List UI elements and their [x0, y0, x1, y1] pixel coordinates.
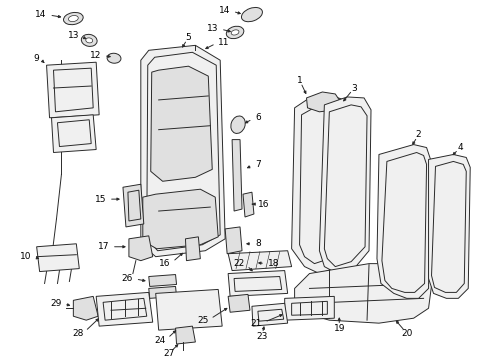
Ellipse shape — [85, 38, 93, 43]
Text: 27: 27 — [163, 350, 174, 359]
Ellipse shape — [241, 8, 262, 22]
Text: 24: 24 — [154, 336, 165, 345]
Text: 25: 25 — [197, 316, 208, 325]
Text: 17: 17 — [98, 242, 109, 251]
Polygon shape — [291, 95, 353, 274]
Text: 26: 26 — [121, 274, 133, 283]
Text: 28: 28 — [72, 329, 83, 338]
Text: 13: 13 — [68, 31, 79, 40]
Polygon shape — [46, 62, 99, 118]
Ellipse shape — [68, 15, 78, 22]
Polygon shape — [306, 92, 341, 112]
Text: 16: 16 — [257, 199, 269, 208]
Polygon shape — [155, 289, 222, 330]
Polygon shape — [37, 244, 79, 271]
Text: 16: 16 — [159, 259, 170, 268]
Text: 21: 21 — [250, 319, 262, 328]
Text: 11: 11 — [218, 38, 229, 47]
Text: 2: 2 — [415, 130, 421, 139]
Text: 12: 12 — [90, 51, 101, 60]
Polygon shape — [228, 294, 249, 312]
Text: 18: 18 — [267, 259, 279, 268]
Polygon shape — [376, 145, 429, 298]
Text: 10: 10 — [20, 252, 32, 261]
Text: 14: 14 — [218, 6, 230, 15]
Text: 15: 15 — [94, 195, 106, 204]
Ellipse shape — [63, 13, 83, 25]
Polygon shape — [251, 303, 287, 326]
Polygon shape — [228, 271, 287, 296]
Polygon shape — [148, 287, 176, 298]
Text: 29: 29 — [50, 299, 61, 308]
Text: 20: 20 — [400, 329, 411, 338]
Polygon shape — [294, 264, 433, 323]
Polygon shape — [73, 296, 98, 320]
Text: 13: 13 — [206, 24, 218, 33]
Ellipse shape — [231, 30, 239, 35]
Polygon shape — [175, 326, 195, 344]
Text: 4: 4 — [457, 143, 462, 152]
Ellipse shape — [107, 53, 121, 63]
Text: 1: 1 — [296, 76, 302, 85]
Ellipse shape — [81, 34, 97, 46]
Polygon shape — [141, 45, 224, 257]
Polygon shape — [142, 189, 218, 249]
Text: 3: 3 — [350, 84, 356, 93]
Polygon shape — [319, 97, 370, 274]
Text: 23: 23 — [256, 332, 267, 341]
Text: 14: 14 — [35, 10, 46, 19]
Text: 7: 7 — [254, 160, 260, 169]
Text: 8: 8 — [254, 239, 260, 248]
Polygon shape — [232, 140, 242, 211]
Ellipse shape — [186, 50, 203, 60]
Polygon shape — [150, 66, 212, 181]
Polygon shape — [427, 154, 469, 298]
Ellipse shape — [226, 26, 244, 39]
Polygon shape — [224, 227, 242, 254]
Text: 22: 22 — [233, 259, 244, 268]
Ellipse shape — [230, 116, 245, 134]
Polygon shape — [96, 292, 152, 326]
Text: 19: 19 — [333, 324, 345, 333]
Text: 6: 6 — [254, 113, 260, 122]
Polygon shape — [284, 296, 334, 320]
Text: 9: 9 — [34, 54, 40, 63]
Text: 5: 5 — [185, 33, 191, 42]
Polygon shape — [51, 115, 96, 153]
Polygon shape — [122, 184, 143, 227]
Polygon shape — [148, 275, 176, 287]
Polygon shape — [228, 251, 291, 271]
Polygon shape — [243, 192, 253, 217]
Polygon shape — [129, 236, 152, 261]
Polygon shape — [185, 237, 200, 261]
